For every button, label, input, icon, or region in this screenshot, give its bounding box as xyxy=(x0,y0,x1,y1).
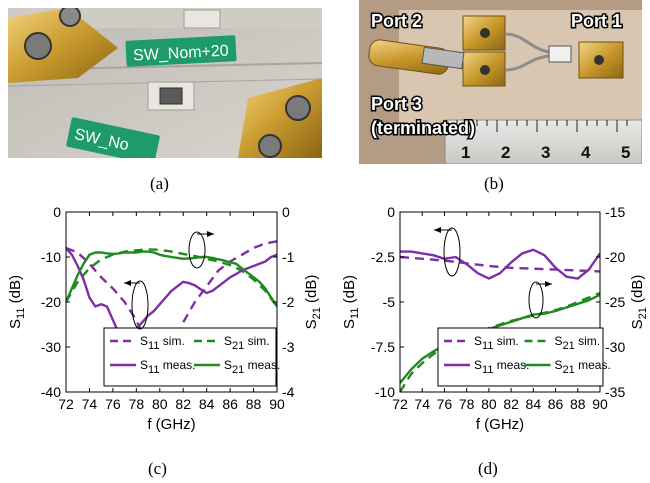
chart-c-ytick-right-label--4: -4 xyxy=(282,384,295,400)
chart-c-annotation-arrowhead-0 xyxy=(124,280,131,286)
chart-d-annotation-ellipse-1 xyxy=(528,281,544,319)
chart-d-ytick-right-label--35: -35 xyxy=(605,384,625,400)
ruler-number-5: 5 xyxy=(621,143,630,162)
caption-d: (d) xyxy=(478,459,498,478)
chart-d-ytick-left-label--7.5: -7.5 xyxy=(371,339,395,355)
chart-c-ytick-left-label--10: -10 xyxy=(41,249,61,265)
chart-d: 72 74 76 78 80 82 84 86 88 90 0 -2.5 -5 -7.5 -10 -15 -20… xyxy=(341,204,649,433)
chart-c-legend-label-0: S11 sim. xyxy=(140,334,185,352)
chart-c-xtick-label-82: 82 xyxy=(175,396,191,412)
chart-c-ytick-left-label--20: -20 xyxy=(41,294,61,310)
photo-a-drawing: SW_Nom+20 SW_No xyxy=(8,8,322,158)
chart-c-ytick-left-label-0: 0 xyxy=(53,204,61,220)
photo-panel-a: SW_Nom+20 SW_No xyxy=(8,8,322,158)
caption-b: (b) xyxy=(484,174,504,193)
chart-c-annotation-ellipse-0 xyxy=(131,280,149,330)
label-tag-1 xyxy=(125,35,237,67)
chart-d-series-s11-sim xyxy=(400,255,600,273)
chart-d-ytick-right-label--20: -20 xyxy=(605,249,625,265)
photo-b-drawing: 1 2 3 4 5 Port 2 Port 1 Port 3 (terminat… xyxy=(359,0,642,164)
chart-d-annotation-ellipse-0 xyxy=(443,227,461,277)
label-tag-1-text: SW_Nom+20 xyxy=(133,43,229,65)
chart-c-annotation-arrowhead-1 xyxy=(207,231,214,237)
chart-d-legend-label-1: S21 sim. xyxy=(555,334,601,352)
caption-a: (a) xyxy=(150,174,169,193)
chart-c-ylabel-right: S21 (dB) xyxy=(303,275,323,330)
ruler-number-4: 4 xyxy=(581,143,591,162)
chart-d-legend-label-0: S11 sim. xyxy=(474,334,519,352)
chart-d-ylabel-right: S21 (dB) xyxy=(629,275,649,330)
chart-c-xtick-label-80: 80 xyxy=(152,396,168,412)
chart-d-xtick-label-80: 80 xyxy=(481,396,497,412)
chart-d-xtick-label-82: 82 xyxy=(503,396,519,412)
chart-c-series-s11-meas xyxy=(66,247,277,340)
chart-d-xtick-label-76: 76 xyxy=(437,396,453,412)
chart-d-legend-box xyxy=(437,327,604,387)
chart-d-ytick-left-label--2.5: -2.5 xyxy=(371,249,395,265)
chart-c-series-s21-meas xyxy=(66,250,277,308)
port-1-label: Port 1 xyxy=(571,11,622,31)
caption-c: (c) xyxy=(148,459,167,478)
chart-d-annotation-arrowhead-1 xyxy=(545,281,552,287)
chart-d-ytick-left-label--5: -5 xyxy=(383,294,396,310)
ruler-number-2: 2 xyxy=(501,143,510,162)
chart-d-series-group xyxy=(400,248,600,392)
chart-c-ytick-right-label--2: -2 xyxy=(282,294,295,310)
chart-c-ytick-right-label-0: 0 xyxy=(282,204,290,220)
chart-c-xtick-label-72: 72 xyxy=(58,396,74,412)
chart-d-xtick-label-90: 90 xyxy=(592,396,608,412)
chart-c-xtick-label-90: 90 xyxy=(269,396,285,412)
chart-d-ytick-right-label--30: -30 xyxy=(605,339,625,355)
chart-c-legend-label-3: S21 meas. xyxy=(224,358,280,376)
chart-c-annotation-ellipse-1 xyxy=(188,231,206,269)
ruler-ticks xyxy=(456,120,628,132)
chart-c-xlabel: f (GHz) xyxy=(147,416,195,433)
chart-d-xtick-label-84: 84 xyxy=(526,396,542,412)
chart-c-legend-label-2: S11 meas. xyxy=(140,358,195,376)
chart-c-xtick-label-74: 74 xyxy=(82,396,98,412)
chart-c-legend-box xyxy=(103,327,277,387)
chart-c-xtick-label-78: 78 xyxy=(129,396,145,412)
chart-c: 72 74 76 78 80 82 84 86 88 90 0 -10 -20 -30 -40 0 -1 -2 -3… xyxy=(7,204,323,433)
chart-d-xtick-label-72: 72 xyxy=(392,396,408,412)
chart-d-series-s11-meas xyxy=(400,248,600,280)
chart-d-xtick-label-78: 78 xyxy=(459,396,475,412)
chart-d-ylabel-left: S11 (dB) xyxy=(341,275,361,329)
ruler-number-3: 3 xyxy=(541,143,550,162)
chart-c-ytick-left-label--40: -40 xyxy=(41,384,61,400)
chart-c-ylabel-left: S11 (dB) xyxy=(7,275,27,329)
chart-d-annotation-arrowhead-0 xyxy=(434,227,441,233)
chart-c-ytick-right-label--1: -1 xyxy=(282,249,295,265)
chart-c-legend-label-1: S21 sim. xyxy=(224,334,270,352)
chart-d-series-s21-meas xyxy=(400,293,600,384)
label-tag-2 xyxy=(66,117,160,158)
chart-d-legend-label-3: S21 meas. xyxy=(555,358,611,376)
port-2-label: Port 2 xyxy=(371,11,422,31)
chart-c-ytick-right-label--3: -3 xyxy=(282,339,295,355)
photo-panel-b: 1 2 3 4 5 Port 2 Port 1 Port 3 (terminat… xyxy=(359,0,642,164)
chart-c-xtick-label-76: 76 xyxy=(105,396,121,412)
ruler-number-1: 1 xyxy=(461,143,470,162)
chart-d-ytick-left-label-0: 0 xyxy=(387,204,395,220)
chart-c-xtick-label-84: 84 xyxy=(199,396,215,412)
chart-c-xtick-label-88: 88 xyxy=(246,396,262,412)
chart-d-xtick-label-74: 74 xyxy=(414,396,430,412)
chart-c-ytick-left-label--30: -30 xyxy=(41,339,61,355)
chart-d-ytick-right-label--25: -25 xyxy=(605,294,625,310)
chart-d-legend-label-2: S11 meas. xyxy=(474,358,529,376)
port-3-terminated-label: (terminated) xyxy=(371,118,475,138)
port-3-label: Port 3 xyxy=(371,94,422,114)
chart-d-xtick-label-86: 86 xyxy=(548,396,564,412)
chart-d-xtick-label-88: 88 xyxy=(570,396,586,412)
chart-d-xlabel: f (GHz) xyxy=(476,416,524,433)
chart-d-ytick-right-label--15: -15 xyxy=(605,204,625,220)
chart-c-xtick-label-86: 86 xyxy=(222,396,238,412)
chart-d-ytick-left-label--10: -10 xyxy=(375,384,395,400)
